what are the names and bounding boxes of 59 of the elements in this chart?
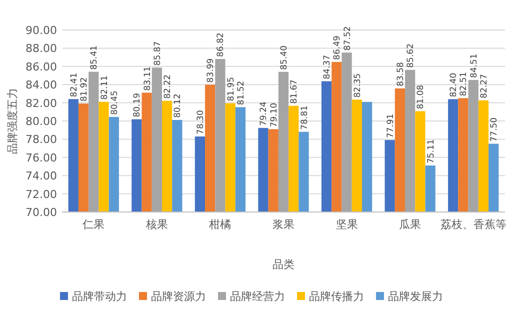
y-tick-label: 70.00: [26, 206, 57, 219]
y-tick-label: 90.00: [26, 24, 57, 37]
data-label: 80.19: [132, 92, 143, 118]
legend-label: 品牌带动力: [72, 290, 127, 303]
data-label: 77.50: [490, 117, 500, 142]
y-tick-label: 72.00: [26, 188, 57, 201]
y-tick-label: 78.00: [26, 133, 57, 146]
data-label: 81.92: [80, 77, 90, 102]
data-label: 87.52: [342, 26, 353, 51]
y-tick-label: 84.00: [26, 78, 57, 92]
legend-label: 品牌发展力: [388, 290, 443, 303]
data-label: 78.81: [300, 105, 310, 130]
y-tick-label: 86.00: [26, 60, 57, 74]
data-label: 80.12: [173, 94, 184, 118]
data-label: 83.11: [142, 66, 153, 91]
data-label: 82.11: [100, 75, 110, 100]
data-label: 86.49: [332, 36, 343, 60]
y-tick-label: 88.00: [26, 42, 57, 56]
legend-label: 品牌经营力: [230, 290, 285, 303]
data-label: 77.91: [386, 114, 396, 138]
x-tick-label: 核果: [144, 218, 168, 231]
data-label: 82.41: [69, 72, 80, 98]
data-label: 85.62: [406, 44, 416, 68]
x-tick-label: 浆果: [272, 218, 294, 231]
data-label: 82.22: [163, 74, 174, 99]
y-axis-title: 品牌强度五力: [6, 88, 19, 154]
data-label: 81.67: [290, 79, 300, 104]
x-tick-label: 荔枝、香蕉等: [440, 218, 506, 231]
data-label: 85.41: [90, 45, 100, 70]
y-tick-label: 80.00: [26, 115, 57, 128]
legend-label: 品牌传播力: [309, 290, 364, 303]
data-label: 80.45: [110, 90, 120, 115]
x-tick-label: 坚果: [336, 218, 358, 231]
data-label: 85.40: [280, 46, 290, 70]
data-label: 82.40: [449, 72, 460, 98]
data-label: 83.99: [206, 58, 216, 83]
data-label: 79.24: [259, 102, 270, 126]
data-label: 85.87: [152, 41, 163, 66]
data-label: 82.27: [479, 74, 490, 98]
y-tick-label: 74.00: [26, 170, 57, 183]
x-tick-label: 柑橘: [208, 218, 232, 231]
data-label: 78.30: [196, 110, 206, 134]
data-label: 81.95: [226, 76, 236, 102]
y-tick-label: 76.00: [26, 151, 57, 164]
data-label: 84.51: [469, 54, 480, 78]
y-tick-label: 82.00: [26, 96, 57, 110]
data-label: 83.58: [396, 62, 406, 86]
legend-label: 品牌资源力: [151, 290, 206, 303]
data-label: 79.10: [269, 102, 280, 128]
x-tick-label: 瓜果: [399, 218, 422, 231]
data-label: 84.37: [322, 54, 333, 80]
data-label: 82.51: [459, 72, 470, 96]
x-axis-title: 品类: [272, 258, 294, 271]
data-label: 81.52: [236, 80, 246, 106]
data-label: 82.35: [352, 73, 363, 98]
data-label: 75.11: [426, 139, 436, 164]
data-label: 81.08: [416, 84, 426, 110]
x-tick-label: 仁果: [82, 218, 105, 231]
data-label: 86.82: [216, 32, 226, 57]
